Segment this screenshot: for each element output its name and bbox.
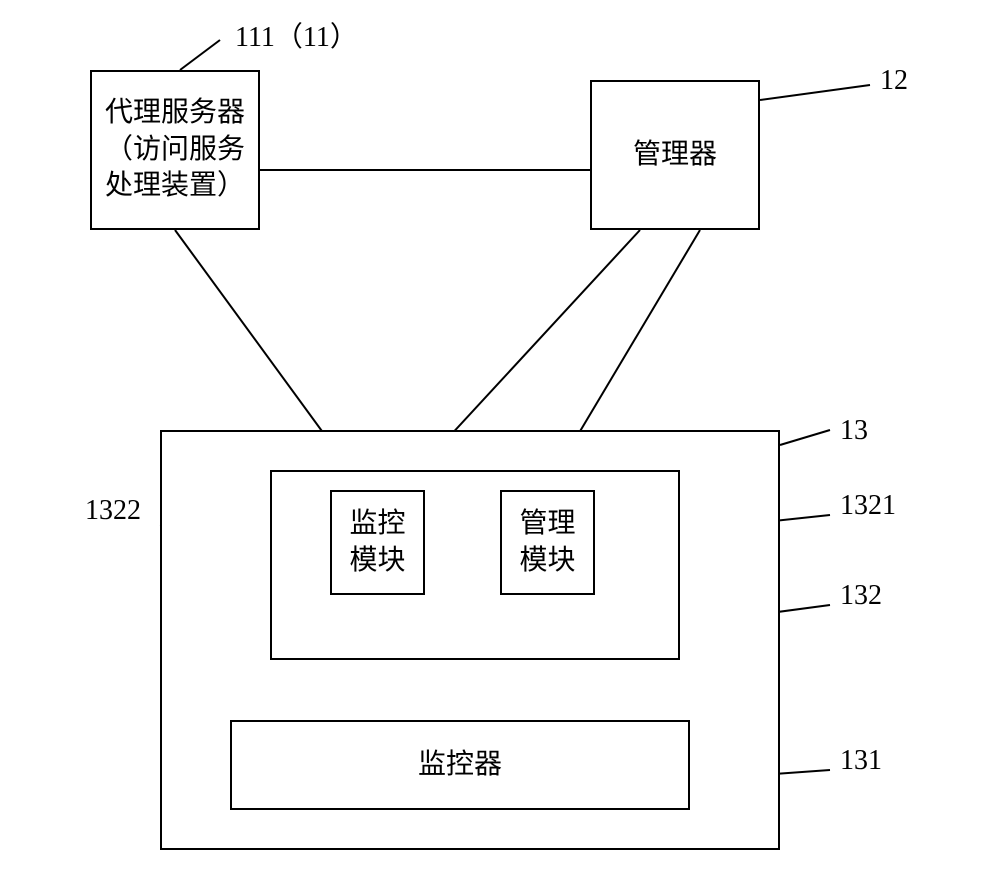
manage-module-box: 管理模块 xyxy=(500,490,595,595)
label-12: 12 xyxy=(880,65,908,97)
monitor-module-text: 监控模块 xyxy=(345,502,409,583)
monitor-text: 监控器 xyxy=(414,743,506,787)
proxy-server-text: 代理服务器（访问服务处理装置） xyxy=(101,91,249,208)
label-132: 132 xyxy=(840,580,882,612)
label-111: 111（11） xyxy=(235,15,358,55)
proxy-server-box: 代理服务器（访问服务处理装置） xyxy=(90,70,260,230)
manager-box: 管理器 xyxy=(590,80,760,230)
label-131: 131 xyxy=(840,745,882,777)
label-1322: 1322 xyxy=(85,495,141,527)
manager-text: 管理器 xyxy=(629,133,721,177)
label-13: 13 xyxy=(840,415,868,447)
monitor-box: 监控器 xyxy=(230,720,690,810)
monitor-module-box: 监控模块 xyxy=(330,490,425,595)
label-1321: 1321 xyxy=(840,490,896,522)
manage-module-text: 管理模块 xyxy=(515,502,579,583)
